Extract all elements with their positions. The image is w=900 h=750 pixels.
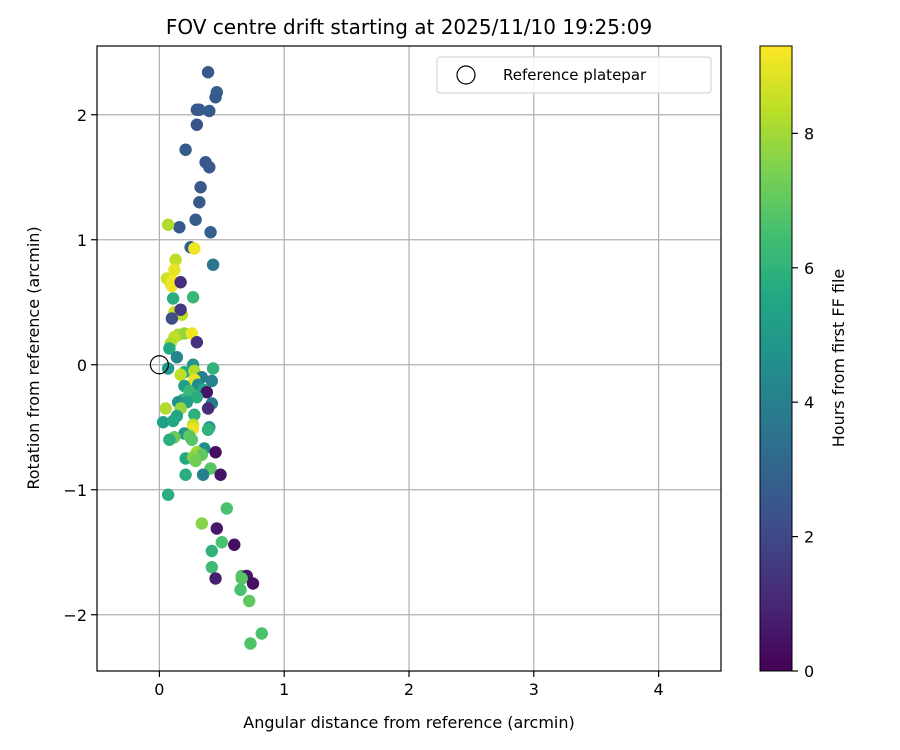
data-point	[189, 213, 202, 226]
data-point	[193, 103, 206, 116]
y-axis-ticks: −2 −1 0 1 2	[63, 106, 97, 625]
data-point	[210, 522, 224, 535]
data-point	[185, 433, 199, 446]
data-point	[255, 627, 268, 640]
data-point	[161, 488, 175, 501]
data-point	[173, 221, 186, 234]
y-axis-label: Rotation from reference (arcmin)	[24, 226, 43, 489]
x-tick-label: 4	[654, 680, 664, 699]
data-point	[209, 91, 222, 104]
x-axis-ticks: 0 1 2 3 4	[154, 671, 664, 699]
data-point	[214, 468, 227, 481]
data-point	[165, 312, 179, 325]
colorbar-tick-label: 8	[804, 124, 814, 143]
data-point	[205, 374, 219, 388]
colorbar-gradient	[759, 45, 793, 672]
data-point	[188, 408, 201, 421]
data-point	[156, 416, 170, 429]
legend: Reference platepar	[436, 56, 712, 94]
grid-lines	[97, 46, 721, 671]
data-point	[174, 276, 187, 289]
y-tick-label: 0	[77, 356, 87, 375]
data-point	[169, 253, 182, 266]
data-point	[186, 291, 200, 304]
data-point	[204, 226, 217, 239]
colorbar-tick-label: 2	[804, 528, 814, 547]
data-point	[188, 242, 201, 255]
data-point	[159, 402, 172, 415]
data-point	[209, 572, 222, 585]
data-point	[246, 577, 260, 590]
data-point	[189, 454, 202, 468]
data-point	[235, 572, 248, 585]
x-tick-label: 3	[529, 680, 539, 699]
data-point	[174, 303, 187, 316]
y-tick-label: −2	[63, 606, 87, 625]
data-point	[220, 502, 233, 515]
x-tick-label: 1	[279, 680, 289, 699]
data-point	[228, 538, 241, 551]
data-point	[168, 263, 181, 276]
y-tick-label: −1	[63, 481, 87, 500]
colorbar-tick-label: 6	[804, 259, 814, 278]
legend-box	[436, 56, 712, 94]
data-point	[201, 423, 215, 436]
data-point	[196, 468, 210, 481]
y-tick-label: 1	[77, 231, 87, 250]
x-tick-label: 2	[404, 680, 414, 699]
data-point	[190, 118, 204, 131]
data-point	[201, 66, 215, 79]
data-point	[243, 594, 256, 608]
colorbar-tick-label: 4	[804, 393, 814, 412]
data-point	[194, 181, 207, 194]
data-point	[161, 218, 175, 231]
data-point	[206, 258, 220, 271]
data-point	[166, 292, 180, 305]
legend-reference-label: Reference platepar	[503, 66, 647, 84]
data-point	[179, 143, 192, 156]
data-point	[205, 544, 219, 558]
chart-title: FOV centre drift starting at 2025/11/10 …	[166, 15, 652, 39]
y-tick-label: 2	[77, 106, 87, 125]
data-point	[234, 583, 247, 596]
data-point	[190, 391, 204, 404]
data-point	[201, 402, 215, 415]
data-point	[170, 351, 184, 364]
x-tick-label: 0	[154, 680, 164, 699]
data-point	[179, 468, 192, 481]
data-point	[166, 414, 180, 428]
x-axis-label: Angular distance from reference (arcmin)	[243, 713, 574, 732]
data-point	[190, 336, 204, 349]
data-point	[200, 386, 214, 399]
data-point	[174, 368, 187, 381]
data-point	[203, 161, 216, 174]
data-point	[206, 362, 220, 375]
data-point	[163, 433, 176, 446]
data-points	[156, 66, 268, 650]
colorbar-ticks: 0 2 4 6 8	[792, 124, 814, 681]
data-point	[244, 637, 257, 650]
legend-reference-marker	[456, 65, 476, 85]
data-point	[215, 536, 228, 549]
data-point	[203, 104, 216, 118]
data-point	[195, 517, 209, 530]
colorbar-tick-label: 0	[804, 662, 814, 681]
reference-platepar-marker	[149, 355, 169, 375]
colorbar: 0 2 4 6 8 Hours from first FF file	[759, 45, 848, 681]
data-point	[209, 446, 222, 459]
data-point	[163, 342, 176, 355]
colorbar-label: Hours from first FF file	[829, 269, 848, 448]
data-point	[205, 561, 219, 574]
data-point	[193, 196, 206, 209]
